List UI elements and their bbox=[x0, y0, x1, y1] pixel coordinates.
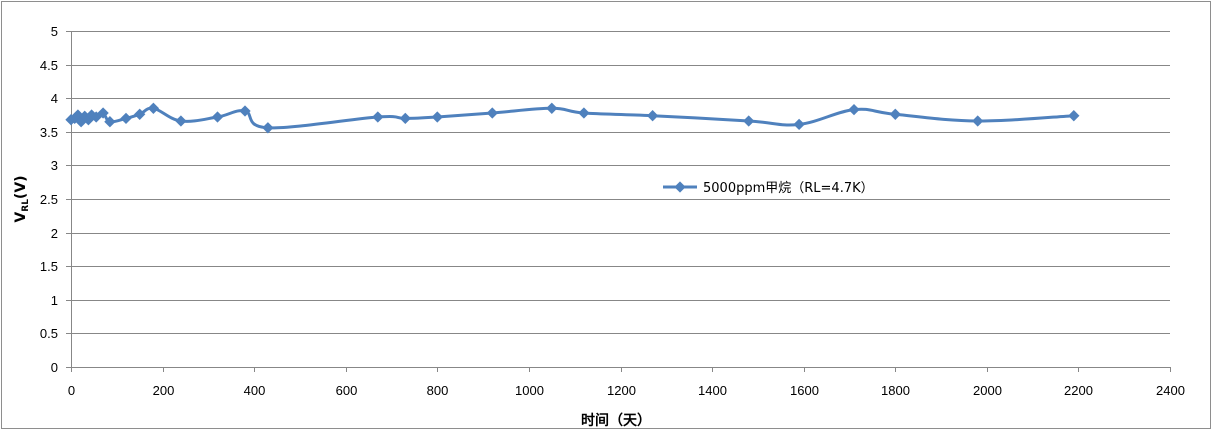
data-point bbox=[889, 108, 901, 120]
legend-label: 5000ppm甲烷（RL=4.7K） bbox=[703, 181, 874, 196]
x-tick-label: 400 bbox=[244, 383, 266, 398]
data-point bbox=[1068, 110, 1080, 122]
x-tick-label: 200 bbox=[153, 383, 175, 398]
data-point bbox=[646, 110, 659, 122]
x-tick-label: 1600 bbox=[790, 383, 819, 398]
y-tick-label: 4 bbox=[51, 91, 58, 106]
data-point bbox=[972, 115, 984, 127]
x-tick-label: 1400 bbox=[698, 383, 727, 398]
gridlines bbox=[71, 31, 1170, 334]
data-point bbox=[211, 111, 224, 123]
y-tick-labels: 0 0.5 1 1.5 2 2.5 3 3.5 4 4.5 5 bbox=[40, 24, 71, 375]
data-point bbox=[147, 102, 160, 114]
x-tick-label: 800 bbox=[427, 383, 449, 398]
x-axis-title: 时间（天） bbox=[581, 412, 651, 429]
y-axis-title-sub: RL bbox=[21, 199, 31, 212]
x-tick-label: 1800 bbox=[881, 383, 910, 398]
series-group bbox=[65, 102, 1080, 134]
x-tick-label: 1200 bbox=[607, 383, 636, 398]
y-tick-label: 4.5 bbox=[40, 58, 58, 73]
y-tick-label: 3 bbox=[51, 158, 58, 173]
data-point bbox=[793, 118, 805, 131]
data-point bbox=[262, 122, 274, 134]
data-point bbox=[120, 112, 132, 125]
data-point bbox=[175, 115, 187, 127]
data-point bbox=[578, 107, 590, 119]
data-point bbox=[848, 103, 860, 116]
x-tick-label: 600 bbox=[336, 383, 358, 398]
y-axis-title: VRL(V) bbox=[13, 175, 31, 222]
legend: 5000ppm甲烷（RL=4.7K） bbox=[663, 181, 874, 196]
y-tick-label: 0 bbox=[51, 360, 58, 375]
data-point bbox=[372, 111, 384, 123]
data-point bbox=[399, 112, 411, 125]
x-tick-label: 0 bbox=[68, 383, 75, 398]
x-tick-label: 2000 bbox=[973, 383, 1002, 398]
y-tick-label: 1.5 bbox=[40, 259, 58, 274]
y-tick-label: 0.5 bbox=[40, 326, 58, 341]
data-point bbox=[743, 115, 755, 127]
y-tick-label: 2 bbox=[51, 226, 58, 241]
y-tick-label: 1 bbox=[51, 293, 58, 308]
x-tick-label: 2200 bbox=[1064, 383, 1093, 398]
data-point bbox=[431, 111, 443, 123]
y-tick-label: 5 bbox=[51, 24, 58, 39]
y-tick-label: 2.5 bbox=[40, 192, 58, 207]
x-tick-label: 2400 bbox=[1156, 383, 1185, 398]
data-point bbox=[486, 107, 498, 119]
data-point bbox=[546, 102, 558, 114]
y-axis-title-tail: (V) bbox=[13, 175, 29, 199]
x-tick-label: 1000 bbox=[515, 383, 544, 398]
y-axis-title-main: V bbox=[13, 212, 29, 223]
y-tick-label: 3.5 bbox=[40, 125, 58, 140]
legend-marker bbox=[674, 181, 686, 193]
x-tick-labels: 0 200 400 600 800 1000 1200 1400 1600 1800 2000 220… bbox=[68, 367, 1185, 398]
